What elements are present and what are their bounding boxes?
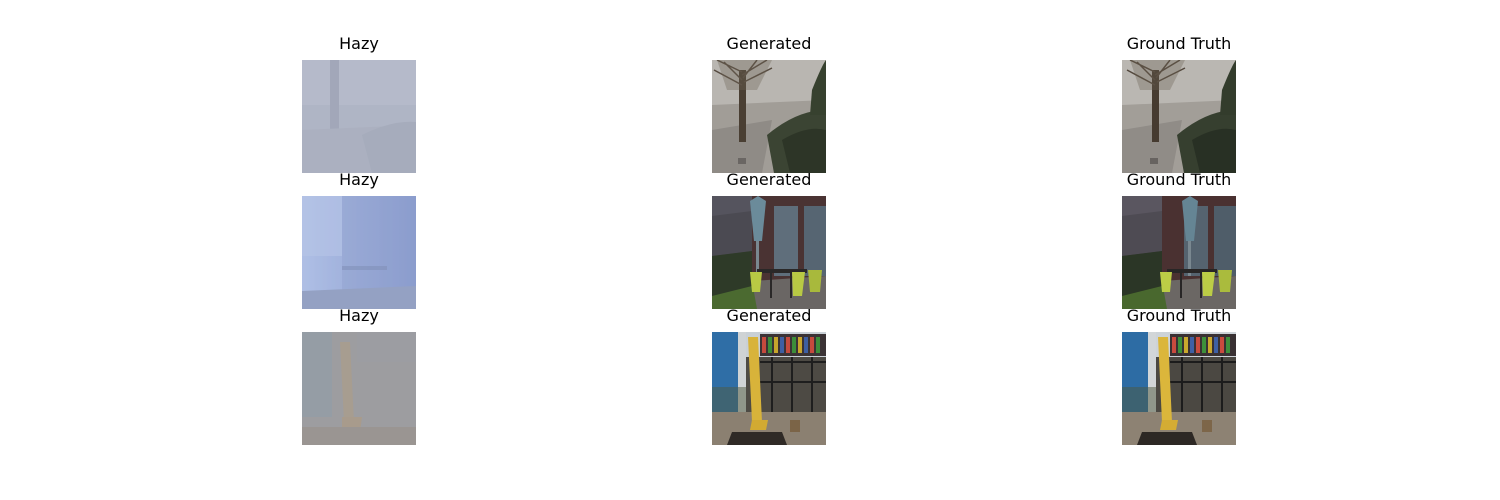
hazy-image-tree [302, 60, 416, 173]
panel-title: Generated [726, 34, 812, 53]
panel-title: Generated [726, 170, 812, 189]
groundtruth-image-tree [1122, 60, 1236, 173]
panel-title: Hazy [339, 34, 379, 53]
hazy-image-patio [302, 196, 416, 309]
panel-title: Ground Truth [1126, 34, 1232, 53]
panel-title: Ground Truth [1126, 170, 1232, 189]
groundtruth-image-playground [1122, 332, 1236, 445]
panel-title: Hazy [339, 170, 379, 189]
generated-image-patio [712, 196, 826, 309]
panel-title: Hazy [339, 306, 379, 325]
panel-title: Ground Truth [1126, 306, 1232, 325]
generated-image-tree [712, 60, 826, 173]
generated-image-playground [712, 332, 826, 445]
groundtruth-image-patio [1122, 196, 1236, 309]
panel-title: Generated [726, 306, 812, 325]
hazy-image-playground [302, 332, 416, 445]
